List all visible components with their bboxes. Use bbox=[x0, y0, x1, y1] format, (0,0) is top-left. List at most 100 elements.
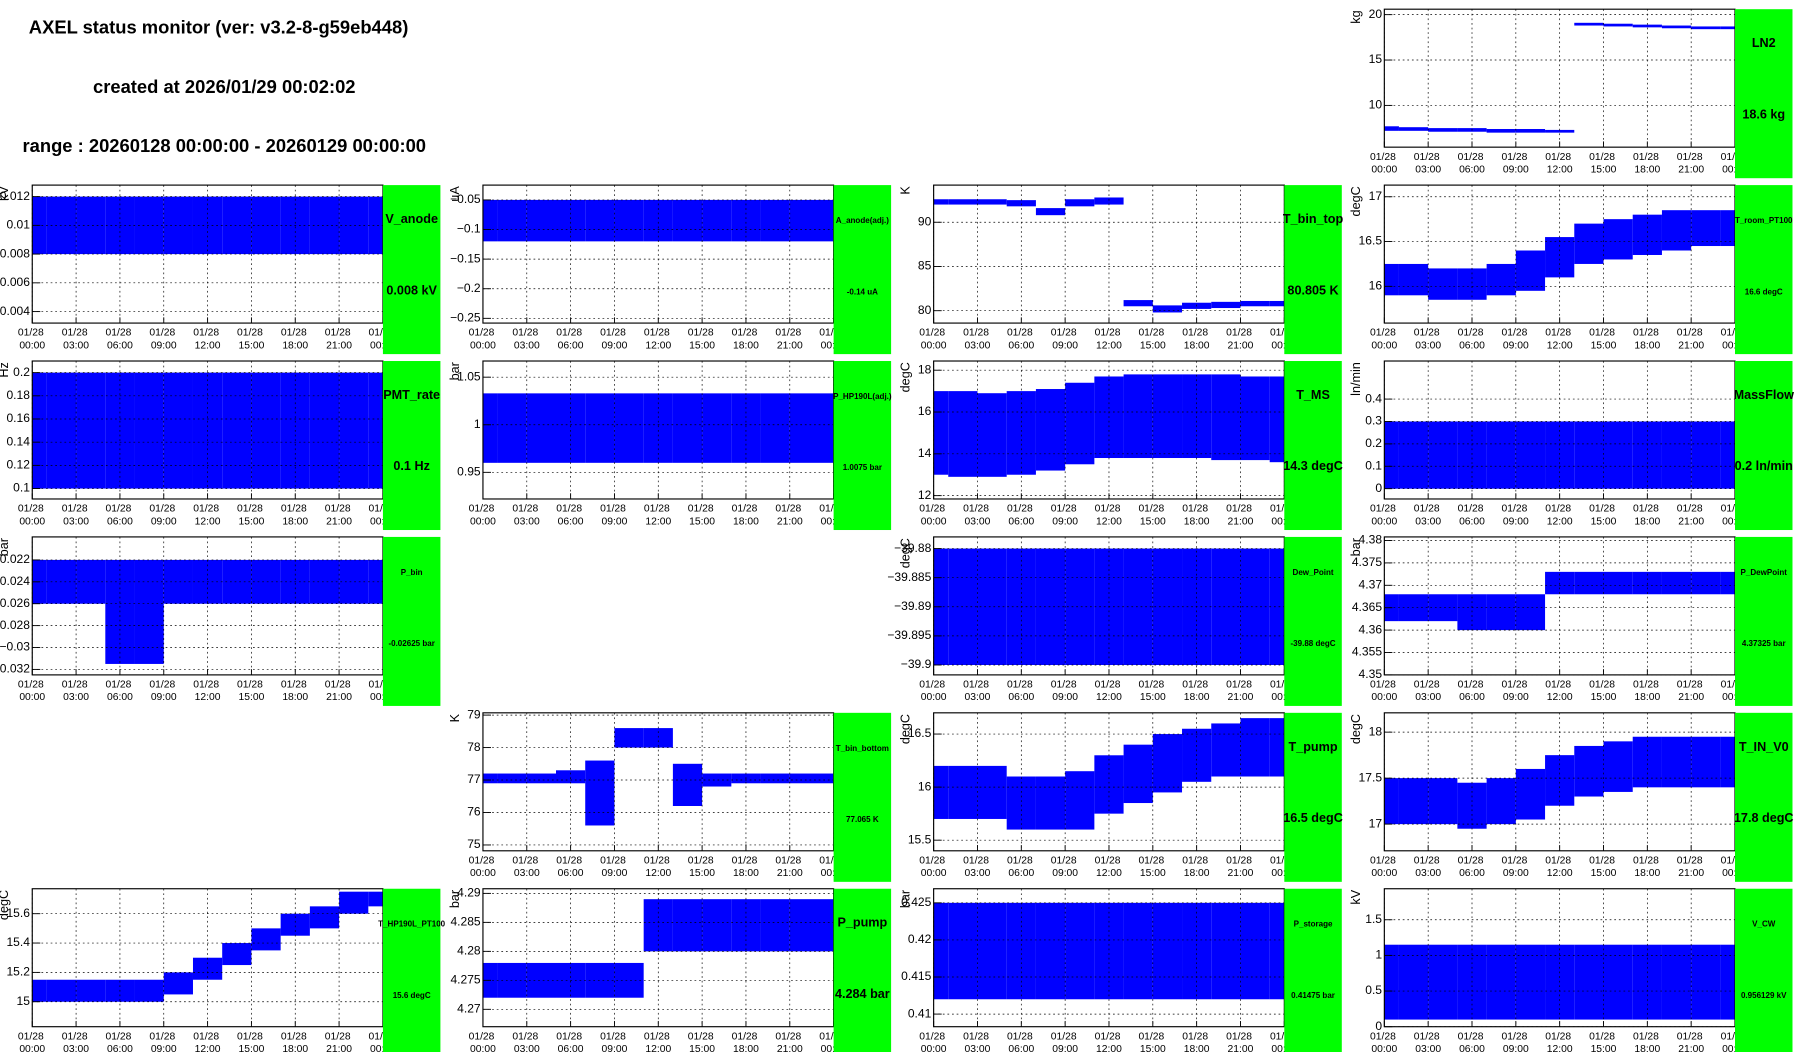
y-tick-label: −39.895 bbox=[887, 628, 931, 642]
value-band bbox=[526, 199, 557, 242]
x-tick-label: 01/28 18:00 bbox=[1182, 680, 1211, 704]
x-tick-label: 01/28 15:00 bbox=[237, 680, 266, 704]
x-tick-label: 01/28 18:00 bbox=[281, 504, 310, 528]
x-tick-label: 01/28 21:00 bbox=[775, 504, 804, 528]
value-band bbox=[556, 393, 586, 463]
y-tick-label: 77 bbox=[467, 772, 481, 786]
status-reading: 14.3 degC bbox=[1283, 459, 1343, 473]
status-name: T_IN_V0 bbox=[1739, 740, 1789, 754]
value-band bbox=[1269, 300, 1285, 307]
status-name: LN2 bbox=[1752, 36, 1776, 50]
y-tick-label: 15.6 bbox=[6, 906, 30, 920]
x-tick-label: 01/28 15:00 bbox=[688, 855, 717, 879]
x-tick-label: 01/28 12:00 bbox=[1545, 504, 1574, 528]
value-band bbox=[1211, 374, 1241, 461]
y-tick-label: 4.275 bbox=[450, 973, 480, 987]
value-band bbox=[760, 899, 790, 952]
status-reading: 16.5 degC bbox=[1283, 811, 1343, 825]
x-tick-label: 01/28 12:00 bbox=[1545, 680, 1574, 704]
value-band bbox=[222, 943, 252, 966]
status-reading: 4.284 bar bbox=[835, 987, 890, 1001]
x-tick-label: 01/28 15:00 bbox=[1138, 855, 1167, 879]
x-tick-label: 01/28 03:00 bbox=[512, 855, 541, 879]
value-band bbox=[819, 773, 834, 784]
x-tick-label: 01/28 12:00 bbox=[193, 680, 222, 704]
value-band bbox=[1240, 718, 1270, 777]
value-band bbox=[497, 773, 527, 784]
value-band bbox=[1384, 778, 1399, 825]
x-tick-label: 01/28 18:00 bbox=[1182, 855, 1211, 879]
y-tick-label: 1.5 bbox=[1365, 912, 1382, 926]
value-band bbox=[339, 372, 369, 489]
value-band bbox=[1398, 421, 1429, 489]
x-tick-label: 01/28 03:00 bbox=[1414, 504, 1443, 528]
x-tick-label: 01/28 03:00 bbox=[963, 1031, 992, 1052]
value-band bbox=[614, 199, 644, 242]
value-band bbox=[1661, 210, 1692, 251]
value-band bbox=[1152, 902, 1183, 1000]
panel: 0.41 0.415 0.42 0.425 01/28 00:00 01/28 03:00… bbox=[898, 888, 1342, 1052]
status-reading: 0.2 ln/min bbox=[1735, 459, 1793, 473]
status-box bbox=[1735, 536, 1793, 706]
value-band bbox=[1661, 25, 1692, 29]
value-band bbox=[1691, 944, 1721, 1020]
x-tick-label: 01/28 09:00 bbox=[1501, 1031, 1530, 1052]
y-tick-label: 0.42 bbox=[908, 932, 932, 946]
y-tick-label: −39.9 bbox=[901, 657, 932, 671]
x-tick-label: 01/28 03:00 bbox=[1414, 1031, 1443, 1052]
value-band bbox=[1632, 24, 1662, 28]
x-tick-label: 01/28 00:00 bbox=[1370, 855, 1399, 879]
value-band bbox=[789, 773, 820, 784]
x-tick-label: 01/28 21:00 bbox=[1677, 504, 1706, 528]
value-band bbox=[1398, 944, 1429, 1020]
value-band bbox=[614, 728, 644, 748]
value-band bbox=[556, 199, 586, 242]
value-band bbox=[251, 559, 281, 604]
status-box bbox=[833, 712, 892, 882]
y-tick-label: 90 bbox=[918, 214, 932, 228]
x-tick-label: 01/28 06:00 bbox=[1458, 1031, 1487, 1052]
value-band bbox=[76, 372, 106, 489]
value-band bbox=[1603, 944, 1633, 1020]
status-box bbox=[382, 536, 441, 706]
value-band bbox=[1006, 902, 1036, 1000]
status-reading: 18.6 kg bbox=[1742, 107, 1785, 121]
value-band bbox=[1428, 778, 1458, 825]
x-tick-label: 01/28 00:00 bbox=[1370, 328, 1399, 352]
x-tick-label: 01/28 15:00 bbox=[1138, 680, 1167, 704]
y-axis-unit: degC bbox=[898, 714, 912, 744]
value-band bbox=[933, 199, 949, 205]
status-reading: 1.0075 bar bbox=[843, 463, 882, 472]
status-reading: 16.6 degC bbox=[1745, 287, 1783, 296]
y-tick-label: 0.12 bbox=[6, 458, 30, 472]
value-band bbox=[1035, 902, 1066, 1000]
value-band bbox=[819, 393, 834, 463]
panel: 12 14 16 18 01/28 00:00 01/28 03:00 01/28 06:0… bbox=[898, 360, 1343, 531]
x-tick-label: 01/28 03:00 bbox=[1414, 152, 1443, 176]
y-tick-label: 4.36 bbox=[1359, 622, 1383, 636]
value-band bbox=[1152, 548, 1183, 665]
status-box bbox=[382, 185, 441, 355]
monitor-title: AXEL status monitor (ver: v3.2-8-g59eb44… bbox=[29, 16, 409, 37]
value-band bbox=[526, 393, 557, 463]
status-name: MassFlow bbox=[1734, 388, 1795, 402]
y-tick-label: 0.18 bbox=[6, 388, 30, 402]
value-band bbox=[1691, 210, 1721, 247]
x-tick-label: 01/28 12:00 bbox=[193, 1031, 222, 1052]
x-tick-label: 01/28 00:00 bbox=[18, 504, 47, 528]
x-tick-label: 01/28 03:00 bbox=[62, 1031, 91, 1052]
x-tick-label: 01/28 12:00 bbox=[644, 855, 673, 879]
y-axis-unit: kV bbox=[0, 186, 11, 201]
status-box bbox=[833, 888, 892, 1052]
value-band bbox=[948, 902, 978, 1000]
panel: 80 85 90 01/28 00:00 01/28 03:00 01/28 06:00 0… bbox=[898, 184, 1343, 355]
x-tick-label: 01/28 15:00 bbox=[237, 1031, 266, 1052]
x-tick-label: 01/28 00:00 bbox=[919, 855, 948, 879]
x-tick-label: 01/28 15:00 bbox=[688, 504, 717, 528]
value-band bbox=[1574, 22, 1604, 26]
status-box bbox=[1284, 712, 1342, 882]
x-tick-label: 01/28 12:00 bbox=[1095, 1031, 1124, 1052]
value-band bbox=[789, 393, 820, 463]
x-tick-label: 01/28 18:00 bbox=[1633, 680, 1662, 704]
